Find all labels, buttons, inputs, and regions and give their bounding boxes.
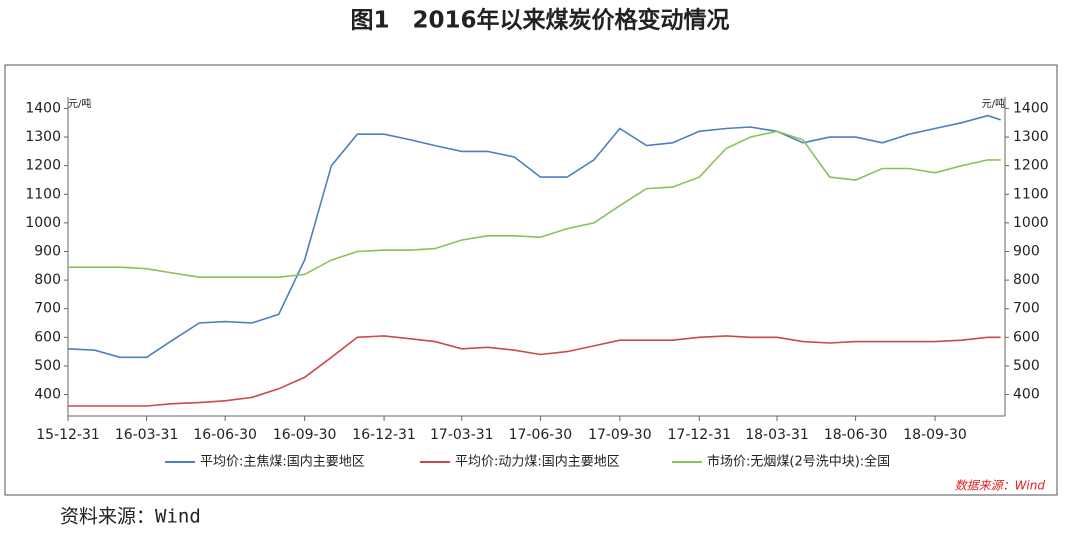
x-tick-label: 18-03-31 <box>745 427 809 443</box>
y-tick-label: 900 <box>34 243 61 259</box>
y2-tick-label: 1200 <box>1013 158 1049 174</box>
y2-tick-label: 1300 <box>1013 129 1049 145</box>
x-tick-label: 17-12-31 <box>668 427 732 443</box>
x-tick-label: 18-09-30 <box>903 427 967 443</box>
source-note: 数据来源：Wind <box>955 479 1046 493</box>
y-tick-label: 700 <box>34 301 61 317</box>
y2-tick-label: 700 <box>1013 301 1040 317</box>
y2-tick-label: 1100 <box>1013 186 1049 202</box>
x-tick-label: 16-03-31 <box>115 427 179 443</box>
y2-tick-label: 500 <box>1013 358 1040 374</box>
footer: 资料来源：Wind <box>60 506 201 528</box>
y2-tick-label: 1000 <box>1013 215 1049 231</box>
series-line <box>68 335 1001 407</box>
series-line <box>68 130 1001 278</box>
y2-tick-label: 900 <box>1013 243 1040 259</box>
y-tick-label: 1200 <box>25 158 61 174</box>
x-tick-label: 18-06-30 <box>824 427 888 443</box>
series-line <box>67 114 1001 359</box>
legend-label: 市场价:无烟煤(2号洗中块):全国 <box>707 454 890 470</box>
y-tick-label: 500 <box>34 358 61 374</box>
y-tick-label: 1100 <box>25 186 61 202</box>
y2-tick-label: 800 <box>1013 272 1040 288</box>
y-tick-label: 600 <box>34 329 61 345</box>
y-tick-label: 1300 <box>25 129 61 145</box>
y2-tick-label: 1400 <box>1013 100 1049 116</box>
y-tick-label: 1400 <box>25 100 61 116</box>
y-tick-label: 1000 <box>25 215 61 231</box>
chart-title: 图1 2016年以来煤炭价格变动情况 <box>350 7 729 34</box>
x-tick-label: 17-03-31 <box>430 427 494 443</box>
y2-tick-label: 400 <box>1013 387 1040 403</box>
legend-label: 平均价:动力煤:国内主要地区 <box>455 454 620 470</box>
x-tick-label: 15-12-31 <box>36 427 100 443</box>
legend-label: 平均价:主焦煤:国内主要地区 <box>200 454 365 470</box>
x-tick-label: 17-09-30 <box>588 427 652 443</box>
x-tick-label: 16-12-31 <box>352 427 416 443</box>
y2-tick-label: 600 <box>1013 329 1040 345</box>
y-tick-label: 400 <box>34 387 61 403</box>
chart-frame <box>4 64 1058 496</box>
x-tick-label: 16-09-30 <box>273 427 337 443</box>
y-tick-label: 800 <box>34 272 61 288</box>
y-unit: 元/吨 <box>68 97 91 110</box>
x-tick-label: 16-06-30 <box>193 427 257 443</box>
y2-unit: 元/吨 <box>982 97 1005 110</box>
x-tick-label: 17-06-30 <box>509 427 573 443</box>
